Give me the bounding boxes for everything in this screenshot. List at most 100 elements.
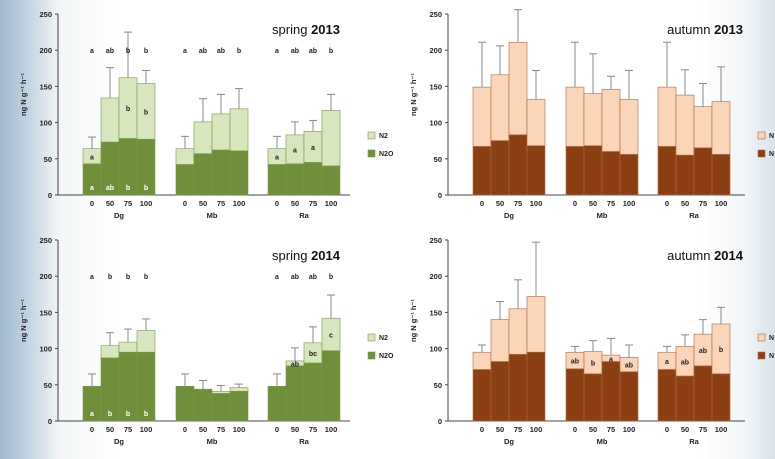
x-tick-label: 50: [496, 199, 504, 208]
bar-n2o-segment: [136, 138, 156, 196]
bar-n2o-segment: [583, 373, 603, 422]
bar-n2o-segment: [193, 388, 213, 422]
bar-n2o-segment: [285, 163, 305, 196]
bar-n2o-segment: [211, 149, 231, 196]
y-axis-label: ng N g⁻¹ h⁻¹: [19, 73, 28, 116]
x-tick-label: 50: [199, 199, 207, 208]
total-letter: b: [144, 48, 148, 55]
chart-title: autumn 2014: [667, 248, 744, 263]
total-letter: a: [183, 48, 187, 55]
x-tick-label: 75: [124, 425, 132, 434]
n2-letter: b: [144, 109, 148, 116]
bar-n2o-segment: [193, 153, 213, 196]
total-letter: b: [126, 274, 130, 281]
y-tick-label: 250: [429, 10, 442, 19]
x-tick-label: 50: [681, 425, 689, 434]
bar-n2-segment: [100, 345, 120, 359]
n2o-letter: b: [126, 411, 130, 418]
n2-letter: a: [311, 145, 315, 152]
group-label: Ra: [299, 437, 309, 446]
x-tick-label: 100: [715, 199, 728, 208]
n2-letter: bc: [309, 351, 317, 358]
bar-n2o-segment: [211, 393, 231, 422]
x-tick-label: 100: [530, 199, 543, 208]
x-tick-label: 0: [665, 199, 669, 208]
chart-panel-autumn-2013: 0 50 100 150 200 250 ng N g⁻¹ h⁻¹ autumn 2013 0 5…: [409, 9, 774, 220]
bar-n2o-segment: [601, 151, 621, 196]
legend-swatch: [367, 333, 376, 342]
bar-n2-segment: [508, 41, 528, 136]
chart-panel-spring-2014: 0 50 100 150 200 250 ng N g⁻¹ h⁻¹ spring 2014 0 a…: [19, 236, 394, 446]
total-letter: b: [144, 274, 148, 281]
y-tick-label: 150: [429, 308, 442, 317]
bar-n2-segment: [472, 86, 492, 147]
title-season: spring: [272, 248, 311, 263]
y-tick-label: 150: [429, 82, 442, 91]
y-tick-label: 250: [39, 10, 52, 19]
y-tick-label: 0: [48, 417, 52, 426]
title-year: 2013: [714, 22, 743, 37]
group-label: Dg: [504, 437, 514, 446]
group-label: Mb: [207, 211, 218, 220]
bar-n2o-segment: [285, 365, 305, 422]
total-letter: ab: [291, 274, 299, 281]
x-tick-label: 75: [217, 425, 225, 434]
title-year: 2014: [311, 248, 341, 263]
bar-n2o-segment: [693, 365, 713, 422]
bar-n2o-segment: [583, 145, 603, 196]
x-tick-label: 75: [514, 199, 522, 208]
legend: N2 N2O: [367, 333, 394, 360]
y-axis-label: ng N g⁻¹ h⁻¹: [409, 299, 418, 342]
bar-n2o-segment: [565, 368, 585, 422]
bar-n2o-segment: [711, 154, 731, 196]
bar-n2-segment: [175, 148, 195, 165]
bar-n2-segment: [100, 97, 120, 143]
bar-n2o-segment: [321, 350, 341, 422]
bar-n2o-segment: [490, 361, 510, 422]
n2-letter: a: [275, 155, 279, 162]
legend-swatch: [757, 149, 766, 158]
x-tick-label: 75: [607, 425, 615, 434]
bar-n2o-segment: [508, 134, 528, 196]
x-tick-label: 75: [309, 199, 317, 208]
bar-n2o-segment: [267, 164, 287, 196]
bar-n2o-segment: [472, 369, 492, 422]
legend-label: N: [769, 151, 774, 158]
bar-n2o-segment: [267, 385, 287, 422]
x-tick-label: 75: [699, 425, 707, 434]
bar-n2o-segment: [229, 391, 249, 422]
bar-n2o-segment: [675, 375, 695, 422]
group-label: Ra: [689, 437, 699, 446]
n2-letter: a: [665, 359, 669, 366]
bar-n2-segment: [193, 121, 213, 155]
x-tick-label: 100: [140, 199, 153, 208]
y-tick-label: 50: [44, 155, 52, 164]
y-tick-label: 50: [44, 381, 52, 390]
n2o-letter: b: [144, 411, 148, 418]
bar-n2-segment: [526, 296, 546, 353]
y-tick-label: 50: [434, 381, 442, 390]
y-tick-label: 0: [438, 417, 442, 426]
group-label: Mb: [597, 211, 608, 220]
bar-n2o-segment: [657, 146, 677, 196]
x-tick-label: 50: [496, 425, 504, 434]
x-tick-label: 100: [623, 425, 636, 434]
total-letter: ab: [291, 48, 299, 55]
chart-title: spring 2013: [272, 22, 340, 37]
n2-letter: ab: [571, 359, 579, 366]
legend-label: N: [769, 335, 774, 342]
n2-letter: b: [719, 347, 723, 354]
bar-n2o-segment: [321, 165, 341, 196]
total-letter: ab: [106, 48, 114, 55]
bar-n2o-segment: [175, 385, 195, 422]
bar-n2-segment: [526, 99, 546, 147]
n2-letter: b: [126, 106, 130, 113]
group-label: Dg: [114, 437, 124, 446]
bar-n2o-segment: [657, 369, 677, 422]
bar-n2o-segment: [619, 154, 639, 196]
legend-swatch: [367, 149, 376, 158]
total-letter: ab: [199, 48, 207, 55]
group-label: Dg: [114, 211, 124, 220]
bar-n2-segment: [229, 387, 249, 392]
